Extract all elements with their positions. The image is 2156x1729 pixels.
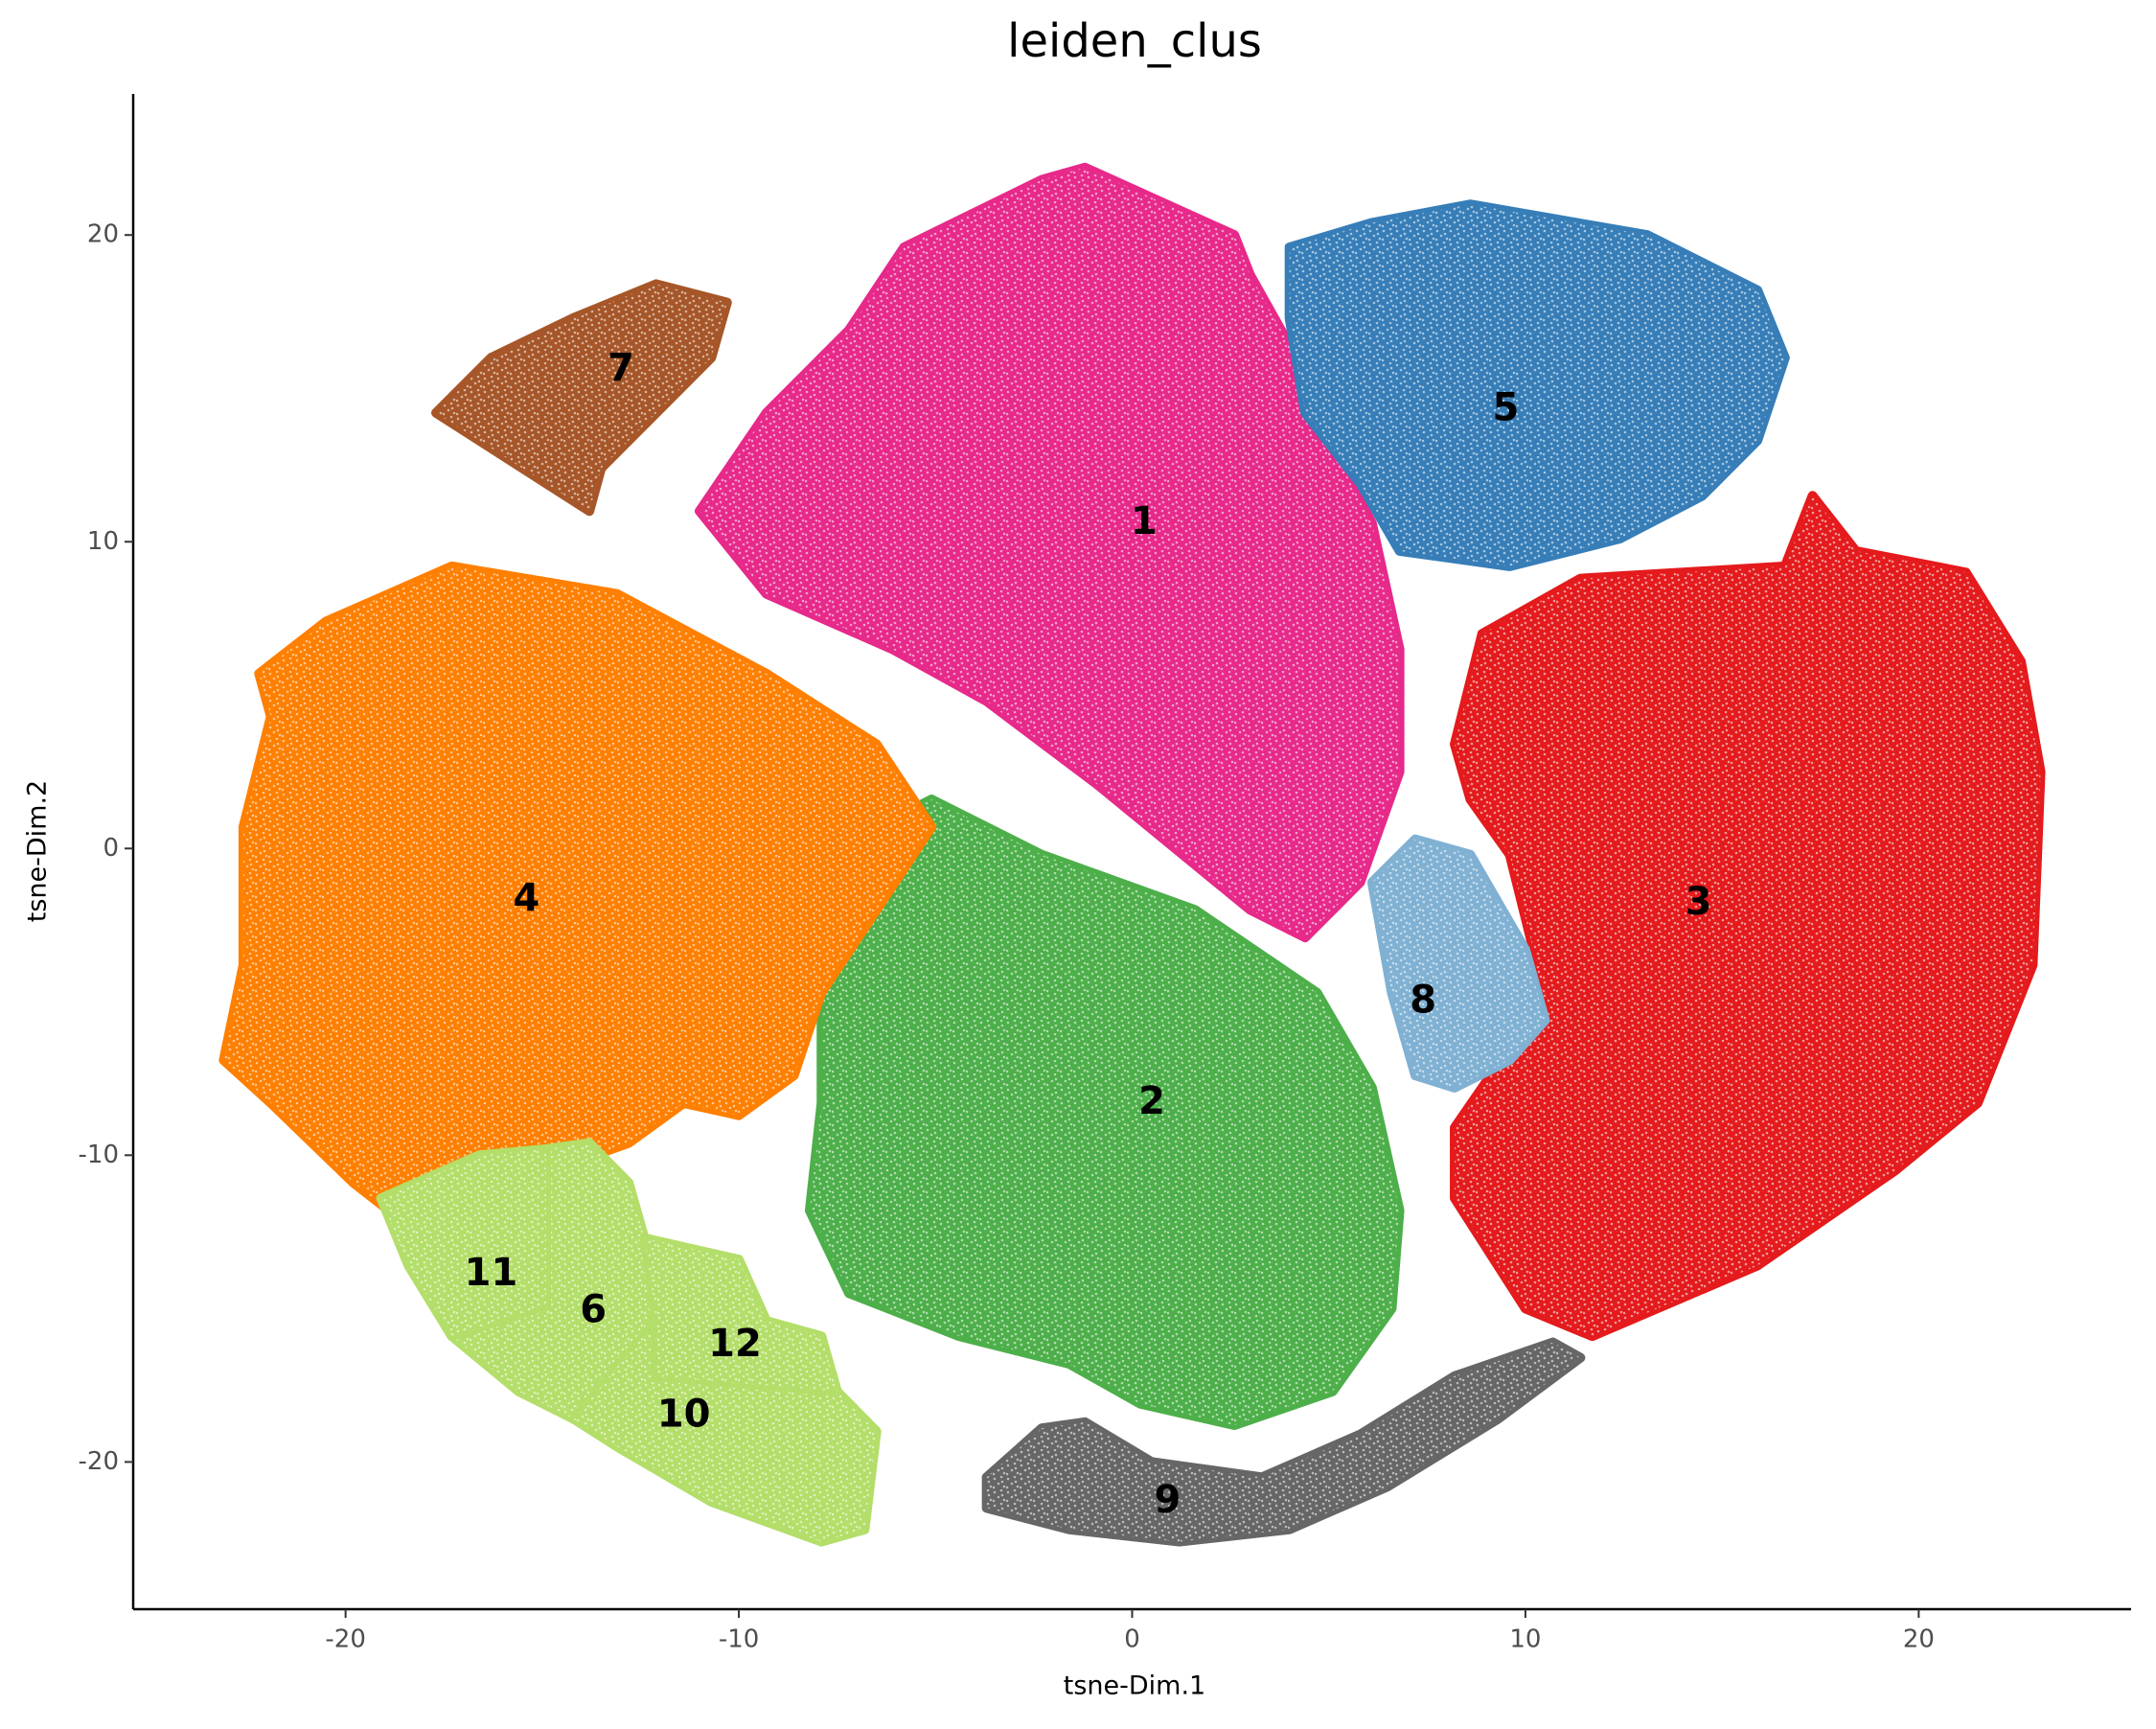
y-axis-title: tsne-Dim.2 [23,780,53,922]
cluster-label: 7 [608,346,634,390]
y-tick-label: 10 [87,527,119,556]
y-tick-label: 20 [87,220,119,249]
x-tick-label: -10 [719,1625,759,1654]
x-axis-title: tsne-Dim.1 [1064,1671,1205,1701]
cluster-label: 11 [465,1251,518,1295]
x-tick-label: 0 [1124,1625,1140,1654]
cluster-texture [1289,204,1785,566]
cluster-label: 3 [1686,880,1712,924]
cluster-texture [436,284,727,512]
cluster-texture [700,167,1400,938]
cluster-texture [644,1237,837,1392]
cluster-texture [809,799,1400,1425]
x-tick-label: 10 [1509,1625,1541,1654]
y-tick-label: -10 [79,1141,119,1169]
cluster-texture [986,1342,1581,1542]
cluster-label: 10 [657,1392,711,1436]
y-tick-label: -20 [79,1447,119,1476]
cluster-texture [451,1142,656,1419]
cluster-label: 12 [708,1322,762,1366]
cluster-label: 8 [1410,978,1436,1022]
cluster-texture [223,565,932,1226]
cluster-texture [1371,839,1546,1088]
x-tick-label: 20 [1903,1625,1935,1654]
chart-title: leiden_clus [1007,14,1262,68]
cluster-label: 2 [1138,1079,1165,1123]
cluster-label: 9 [1155,1478,1181,1522]
y-tick-label: 0 [103,834,119,863]
cluster-label: 1 [1131,499,1158,543]
cluster-label: 5 [1492,386,1519,430]
cluster-texture [573,1321,877,1542]
cluster-label: 6 [580,1288,607,1332]
x-tick-label: -20 [325,1625,365,1654]
cluster-texture [1455,496,2041,1337]
cluster-label: 4 [514,877,540,921]
cluster-texture [380,1148,546,1337]
